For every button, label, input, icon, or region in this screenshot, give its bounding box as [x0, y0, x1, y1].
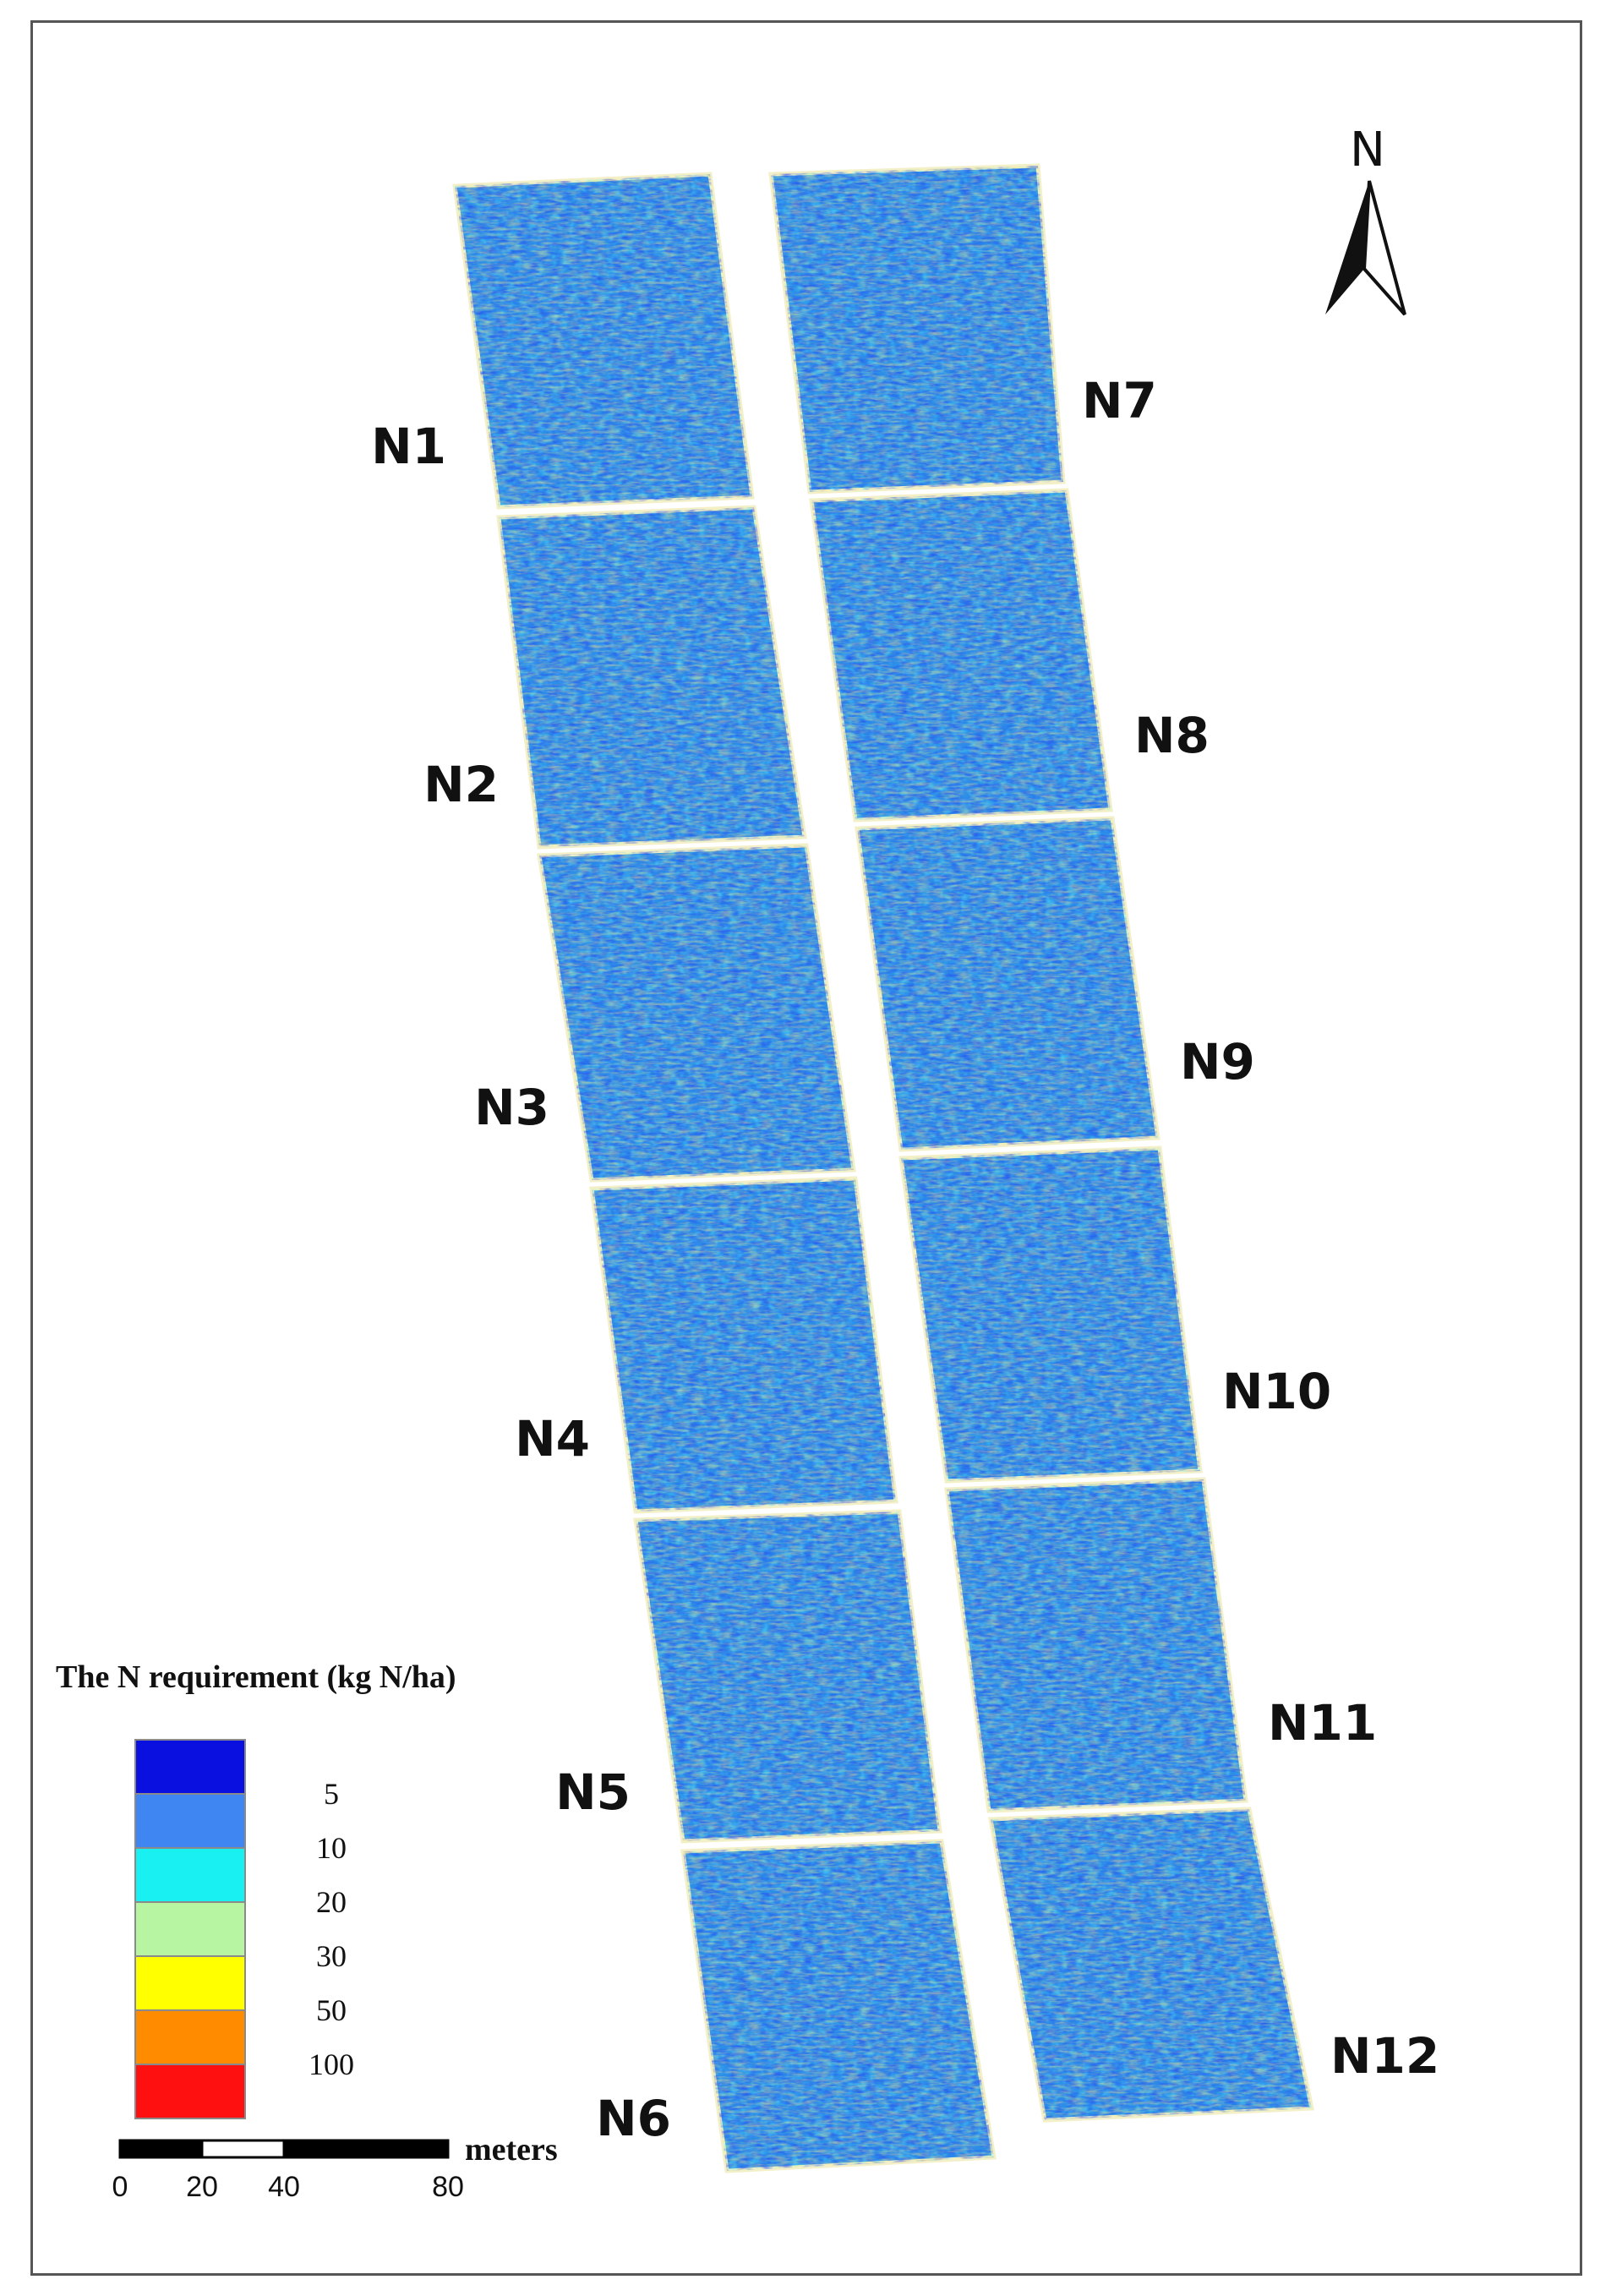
legend-break-label: 50 — [316, 1993, 347, 2027]
scale-tick-label: 40 — [268, 2171, 300, 2203]
scale-segment-2 — [200, 2139, 286, 2159]
legend-title: The N requirement (kg N/ha) — [56, 1659, 456, 1695]
plot-label-n10: N10 — [1222, 1363, 1331, 1420]
legend-swatch-5 — [134, 1955, 246, 2011]
north-letter: N — [1350, 123, 1385, 178]
legend-break-label: 20 — [316, 1885, 347, 1919]
plot-label-n6: N6 — [596, 2090, 671, 2147]
plot-label-n8: N8 — [1134, 707, 1210, 764]
scale-segment-1 — [118, 2139, 204, 2159]
legend-break-label: 100 — [309, 2047, 354, 2081]
field-plots — [452, 163, 1315, 2173]
field-plot-n3 — [537, 843, 856, 1183]
plot-labels: N1 N2 N3 N4 N5 N6 N7 N8 N9 N10 N11 N12 — [371, 372, 1439, 2147]
scale-tick-label: 20 — [186, 2171, 218, 2203]
legend-swatches — [134, 1739, 246, 2119]
plot-label-n1: N1 — [371, 418, 446, 475]
field-plot-n8 — [809, 488, 1113, 823]
field-plot-n12 — [988, 1807, 1315, 2123]
plot-label-n5: N5 — [555, 1763, 631, 1821]
field-plot-n7 — [768, 163, 1066, 495]
field-plot-n4 — [589, 1176, 898, 1514]
field-plot-n2 — [496, 505, 807, 850]
plot-label-n4: N4 — [515, 1410, 590, 1468]
field-plot-n5 — [633, 1509, 942, 1844]
plot-label-n3: N3 — [474, 1079, 549, 1136]
legend-swatch-7 — [134, 2064, 246, 2119]
field-plot-n1 — [452, 172, 755, 510]
legend-swatch-6 — [134, 2009, 246, 2065]
scale-bar: meters 0 20 40 80 — [112, 2132, 558, 2203]
scale-tick-label: 0 — [112, 2171, 128, 2203]
legend-break-label: 10 — [316, 1831, 347, 1865]
scale-unit: meters — [465, 2132, 558, 2168]
field-plot-n6 — [680, 1839, 997, 2173]
legend-labels: 5 10 20 30 50 100 — [309, 1777, 354, 2081]
scale-segment-3 — [282, 2139, 450, 2159]
plot-label-n12: N12 — [1330, 2027, 1439, 2085]
field-plot-n11 — [944, 1477, 1248, 1813]
legend-swatch-1 — [134, 1739, 246, 1795]
legend-swatch-3 — [134, 1847, 246, 1903]
plot-label-n2: N2 — [423, 756, 499, 813]
legend-swatch-4 — [134, 1901, 246, 1957]
scale-tick-label: 80 — [432, 2171, 464, 2203]
legend-break-label: 5 — [324, 1777, 339, 1811]
plot-label-n7: N7 — [1082, 372, 1157, 429]
legend: The N requirement (kg N/ha) 5 10 20 30 50 100 — [56, 1659, 456, 2119]
field-plot-n10 — [898, 1145, 1203, 1484]
north-arrow-icon: N — [1325, 123, 1406, 316]
legend-break-label: 30 — [316, 1939, 347, 1973]
legend-swatch-2 — [134, 1793, 246, 1849]
plot-label-n11: N11 — [1268, 1694, 1377, 1752]
map-frame — [30, 20, 1582, 2276]
field-plot-n9 — [855, 816, 1160, 1152]
plot-label-n9: N9 — [1180, 1033, 1255, 1091]
